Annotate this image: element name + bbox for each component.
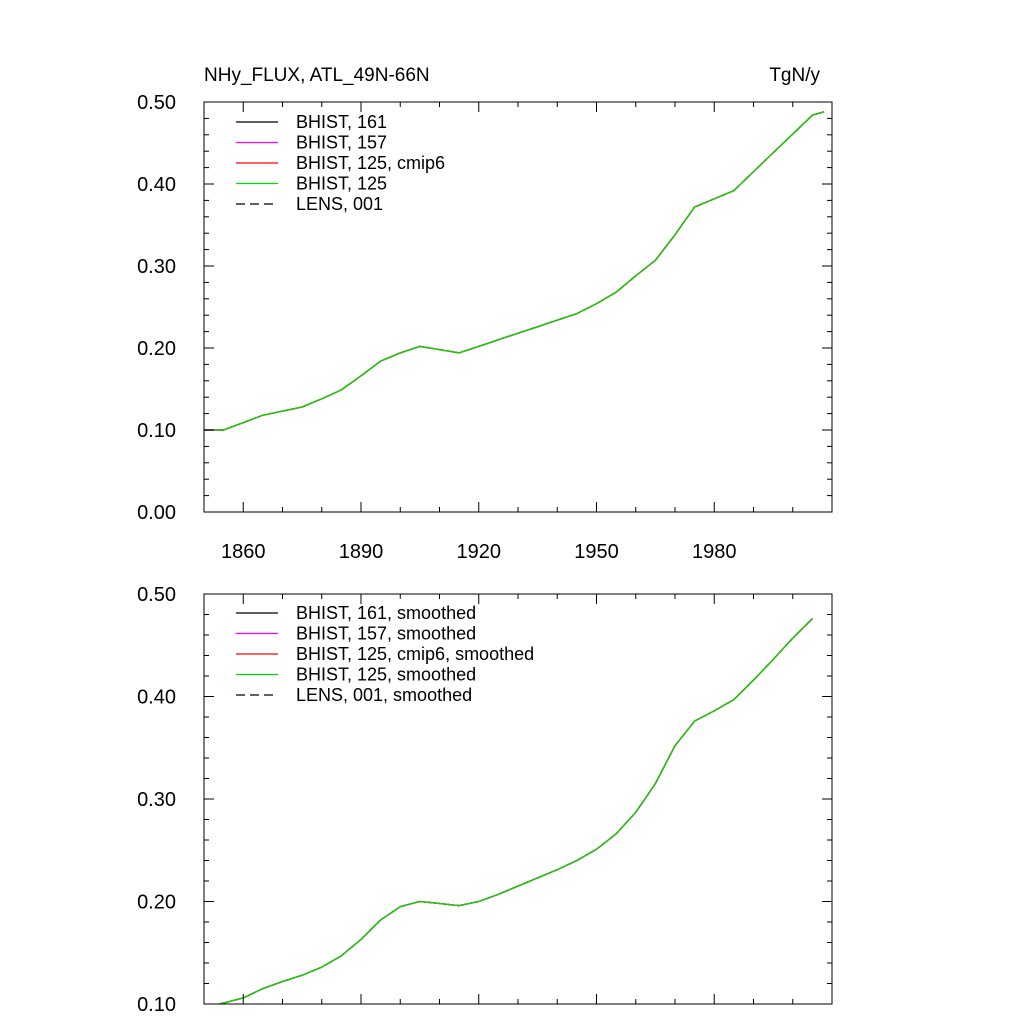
x-tick-label: 1950 xyxy=(574,541,619,563)
legend-label-1: BHIST, 157, smoothed xyxy=(296,624,476,644)
x-tick-label: 1920 xyxy=(457,541,502,563)
top-panel: NHy_FLUX, ATL_49N-66N TgN/y 0.00 0.10 0.20… xyxy=(137,65,833,563)
x-tick-label: 1980 xyxy=(692,541,737,563)
tick-marks xyxy=(204,101,833,513)
legend-label-1: BHIST, 157 xyxy=(296,133,387,153)
units-label: TgN/y xyxy=(769,65,820,86)
y-tick-label: 0.10 xyxy=(137,420,176,442)
series-line-3 xyxy=(204,111,825,431)
x-tick-label: 1890 xyxy=(339,541,384,563)
legend-label-2: BHIST, 125, cmip6 xyxy=(296,153,445,173)
y-tick-label: 0.50 xyxy=(137,584,176,606)
y-tick-label: 0.10 xyxy=(137,994,176,1016)
legend-label-4: LENS, 001, smoothed xyxy=(296,685,472,705)
tick-marks xyxy=(204,593,833,1005)
series-lines xyxy=(219,618,813,1005)
y-tick-label: 0.20 xyxy=(137,338,176,360)
y-tick-label: 0.30 xyxy=(137,256,176,278)
y-tick-labels: 0.00 0.10 0.20 0.30 0.40 0.50 xyxy=(137,92,176,524)
y-tick-label: 0.00 xyxy=(137,502,176,524)
legend-label-0: BHIST, 161 xyxy=(296,112,387,132)
y-tick-labels: 0.10 0.20 0.30 0.40 0.50 xyxy=(137,584,176,1016)
legend-label-4: LENS, 001 xyxy=(296,194,383,214)
series-lines xyxy=(204,111,825,431)
y-tick-label: 0.40 xyxy=(137,687,176,709)
legend-label-0: BHIST, 161, smoothed xyxy=(296,603,476,623)
chart-title: NHy_FLUX, ATL_49N-66N xyxy=(204,65,430,86)
series-line-3 xyxy=(219,618,813,1005)
y-tick-label: 0.40 xyxy=(137,174,176,196)
y-tick-label: 0.20 xyxy=(137,892,176,914)
bottom-panel: 0.10 0.20 0.30 0.40 0.50 BHIST, 161, smoothe… xyxy=(137,584,833,1016)
legend-label-3: BHIST, 125, smoothed xyxy=(296,665,476,685)
y-tick-label: 0.50 xyxy=(137,92,176,114)
x-tick-label: 1860 xyxy=(221,541,266,563)
legend-label-3: BHIST, 125 xyxy=(296,174,387,194)
legend-label-2: BHIST, 125, cmip6, smoothed xyxy=(296,644,534,664)
x-tick-labels: 1860 1890 1920 1950 1980 xyxy=(221,541,737,563)
y-tick-label: 0.30 xyxy=(137,789,176,811)
